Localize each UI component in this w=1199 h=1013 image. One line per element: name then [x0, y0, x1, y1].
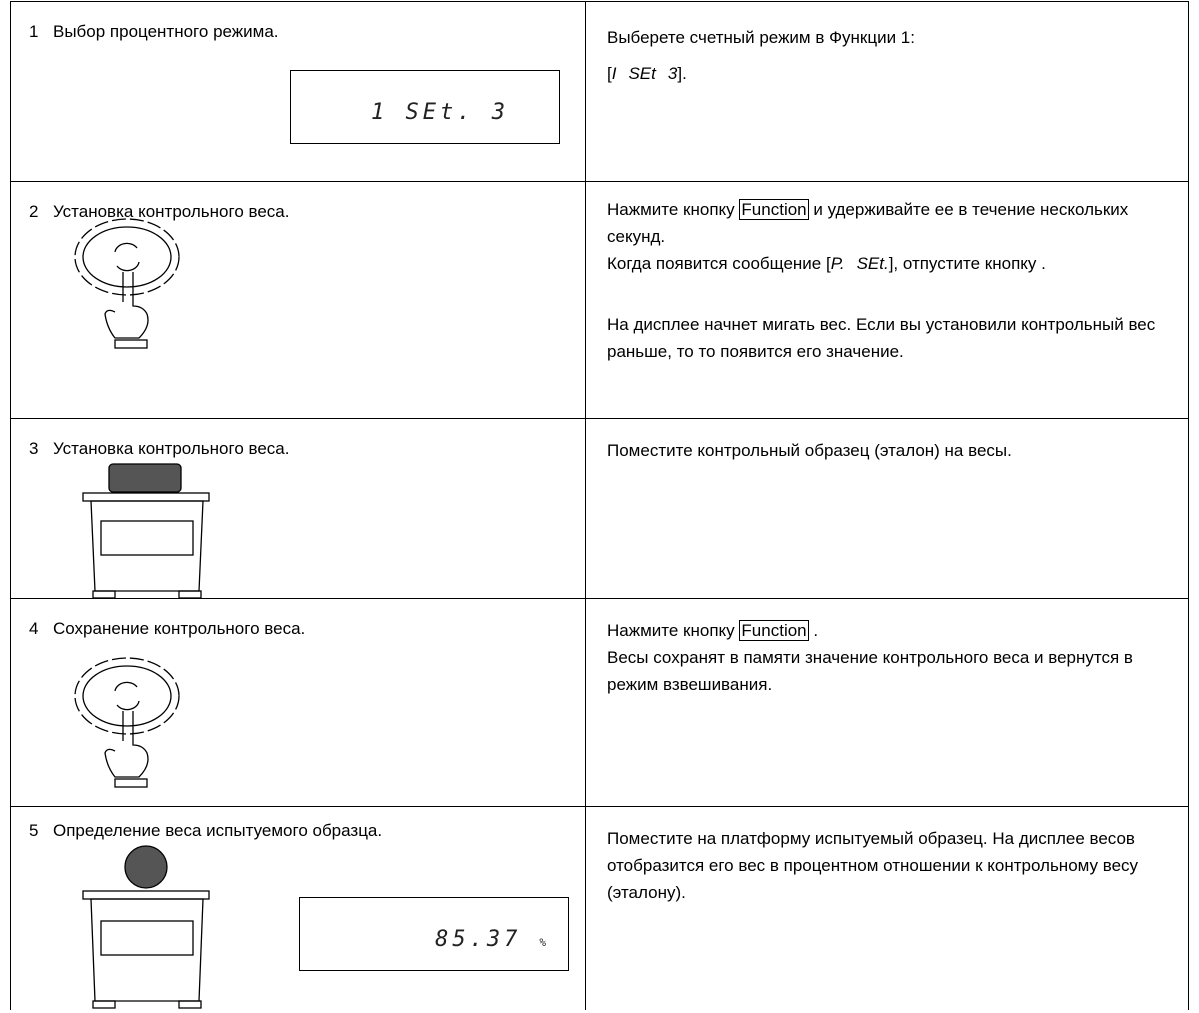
step-heading: 3 Установка контрольного веса. — [29, 439, 289, 459]
scale-icon — [82, 463, 210, 599]
paragraph: Нажмите кнопку Function . — [607, 617, 1167, 644]
instruction-cell: Поместите на платформу испытуемый образе… — [585, 806, 1189, 1010]
text: [ — [607, 64, 612, 83]
paragraph: Весы сохранят в памяти значение контроль… — [607, 644, 1167, 698]
step-title: Выбор процентного режима. — [53, 22, 279, 41]
step-cell: 3 Установка контрольного веса. — [10, 418, 585, 599]
key-label: Function — [739, 199, 809, 220]
paragraph: Поместите на платформу испытуемый образе… — [607, 825, 1167, 906]
lcd-unit: % — [539, 936, 546, 949]
text: 3 — [667, 64, 678, 83]
paragraph: Когда появится сообщение [P. SEt.], отпус… — [607, 250, 1167, 277]
step-heading: 1 Выбор процентного режима. — [29, 22, 279, 42]
instruction-cell: Поместите контрольный образец (эталон) н… — [585, 418, 1189, 598]
scale-icon — [82, 845, 210, 1009]
text: Нажмите кнопку — [607, 621, 735, 640]
instructions: Нажмите кнопку Function . Весы сохранят … — [607, 617, 1167, 698]
step-number: 4 — [29, 619, 39, 638]
text: SEt — [628, 64, 656, 83]
paragraph: Выберете счетный режим в Функции 1: — [607, 20, 1167, 56]
step-heading: 2 Установка контрольного веса. — [29, 202, 289, 222]
instructions: Поместите на платформу испытуемый образе… — [607, 825, 1167, 906]
instructions: Выберете счетный режим в Функции 1: [I SE… — [607, 20, 1167, 92]
text: I — [611, 64, 617, 83]
step-heading: 5 Определение веса испытуемого образца. — [29, 821, 382, 841]
lcd-value: 85.37 — [435, 927, 522, 952]
lcd-display: 85.37% — [299, 897, 569, 971]
press-button-icon — [74, 218, 180, 349]
text: Нажмите кнопку — [607, 200, 735, 219]
step-number: 5 — [29, 821, 39, 840]
text: P. — [830, 254, 845, 273]
step-cell: 1 Выбор процентного режима. 1 SEt. 3 — [10, 1, 585, 181]
text: . — [813, 621, 819, 640]
step-heading: 4 Сохранение контрольного веса. — [29, 619, 305, 639]
step-cell: 2 Установка контрольного веса. — [10, 181, 585, 418]
press-button-icon — [74, 657, 180, 788]
lcd-text: 85.37% — [435, 927, 546, 952]
text: Весы сохранят в памяти значение контроль… — [607, 648, 1133, 694]
paragraph: Поместите контрольный образец (эталон) н… — [607, 437, 1167, 464]
instruction-cell: Нажмите кнопку Function и удерживайте ее… — [585, 181, 1189, 418]
instructions: Поместите контрольный образец (эталон) н… — [607, 437, 1167, 464]
paragraph: [I SEt 3]. — [607, 56, 1167, 92]
step-number: 3 — [29, 439, 39, 458]
step-title: Определение веса испытуемого образца. — [53, 821, 383, 840]
step-number: 1 — [29, 22, 39, 41]
step-title: Сохранение контрольного веса. — [53, 619, 306, 638]
step-title: Установка контрольного веса. — [53, 202, 290, 221]
text: SEt. — [856, 254, 889, 273]
step-cell: 5 Определение веса испытуемого образца. 8… — [10, 806, 585, 1010]
instructions: Нажмите кнопку Function и удерживайте ее… — [607, 196, 1167, 365]
text: Когда появится сообщение [ — [607, 254, 831, 273]
step-cell: 4 Сохранение контрольного веса. — [10, 598, 585, 806]
text: и удерживайте ее в течение нескольких се… — [607, 200, 1129, 246]
step-number: 2 — [29, 202, 39, 221]
lcd-display: 1 SEt. 3 — [290, 70, 560, 144]
text: ], отпустите кнопку . — [888, 254, 1046, 273]
instruction-cell: Нажмите кнопку Function . Весы сохранят … — [585, 598, 1189, 806]
key-label: Function — [739, 620, 809, 641]
paragraph: Нажмите кнопку Function и удерживайте ее… — [607, 196, 1167, 250]
lcd-text: 1 SEt. 3 — [371, 100, 509, 125]
text: Поместите на платформу испытуемый образе… — [607, 829, 1139, 902]
paragraph: На дисплее начнет мигать вес. Если вы ус… — [607, 311, 1167, 365]
step-title: Установка контрольного веса. — [53, 439, 290, 458]
text: Выберете счетный режим в Функции 1: — [607, 28, 915, 47]
text: Поместите контрольный образец (эталон) н… — [607, 441, 1012, 460]
text: ]. — [677, 64, 687, 83]
text: На дисплее начнет мигать вес. Если вы ус… — [607, 315, 1156, 361]
instruction-cell: Выберете счетный режим в Функции 1: [I SE… — [585, 1, 1189, 181]
